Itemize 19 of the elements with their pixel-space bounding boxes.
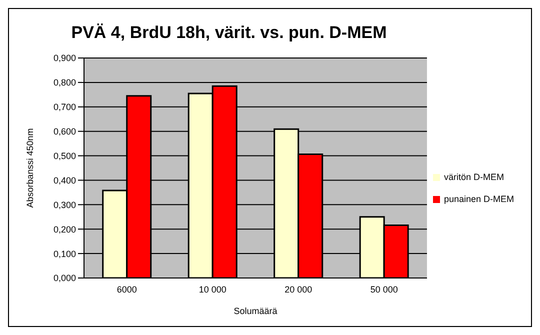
x-tick-label: 10 000 (198, 284, 226, 294)
x-tick-label: 50 000 (370, 284, 398, 294)
y-tick-label: 0,400 (53, 175, 76, 186)
y-axis-title: Absorbanssi 450nm (25, 128, 36, 208)
y-tick-label: 0,700 (53, 102, 76, 112)
chart-title: PVÄ 4, BrdU 18h, värit. vs. pun. D-MEM (70, 23, 388, 43)
y-tick-label: 0,100 (53, 248, 76, 259)
y-tick-label: 0,500 (53, 150, 76, 161)
x-axis-title: Solumäärä (234, 306, 278, 316)
y-tick-label: 0,200 (53, 224, 76, 234)
y-tick-label: 0,300 (53, 200, 76, 210)
y-tick-label: 0,600 (53, 126, 76, 137)
y-tick-label: 0,900 (53, 53, 76, 64)
y-tick-label: 0,800 (53, 78, 76, 88)
y-tick-label: 0,000 (53, 273, 76, 284)
legend-label: punainen D-MEM (444, 194, 514, 204)
legend-label: väritön D-MEM (444, 172, 504, 182)
x-tick-label: 20 000 (284, 284, 312, 294)
x-tick-label: 6000 (116, 284, 137, 294)
